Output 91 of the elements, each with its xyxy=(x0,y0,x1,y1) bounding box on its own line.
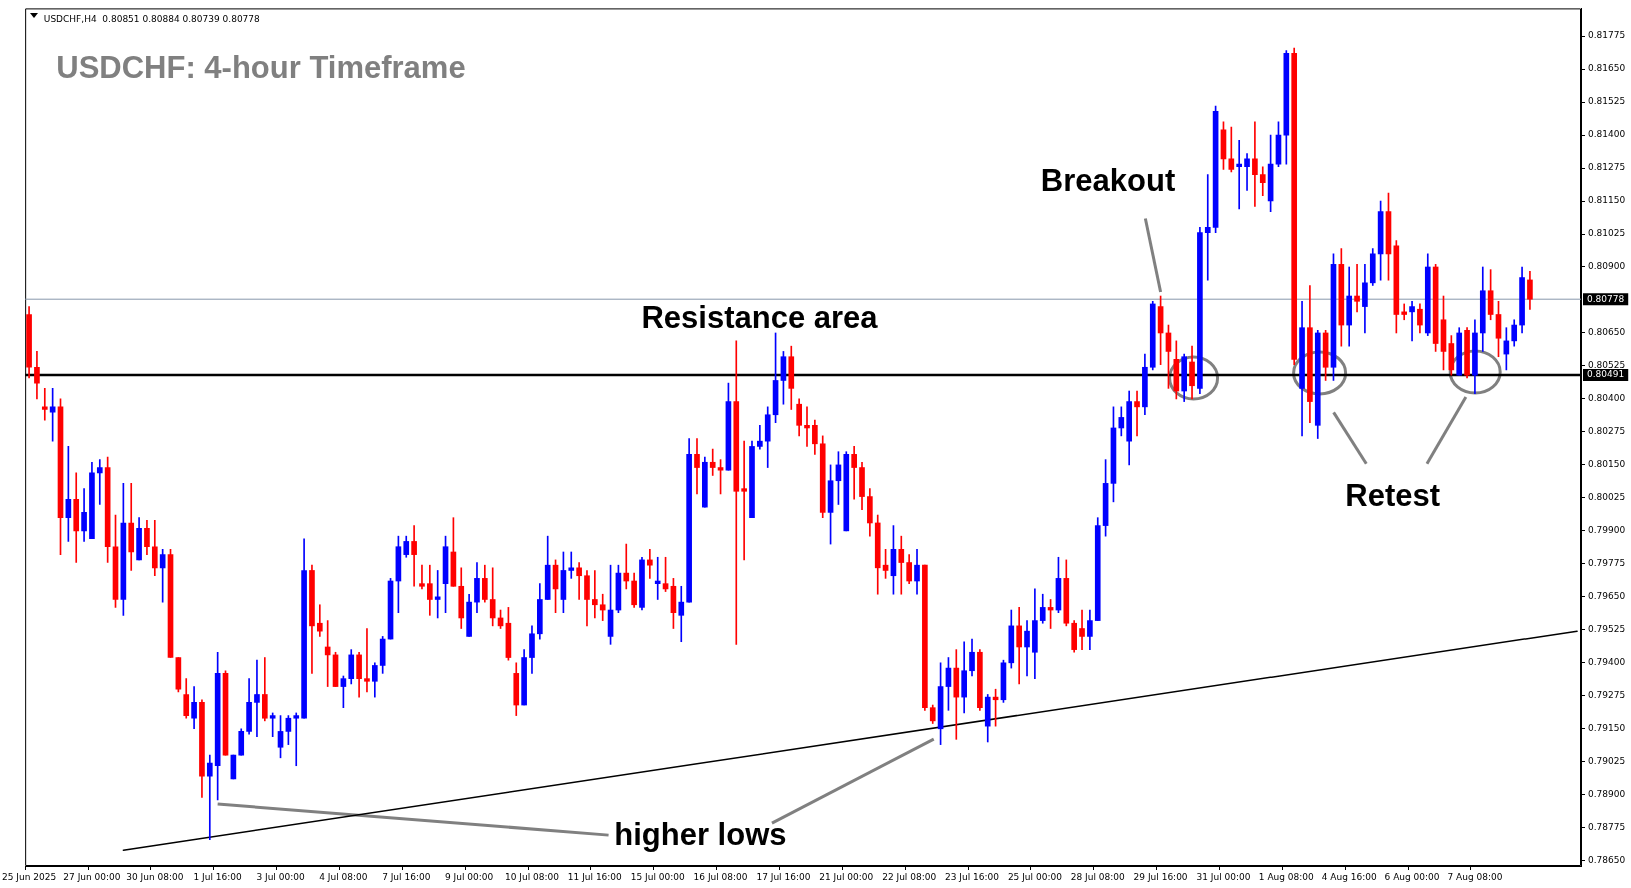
x-tick-label: 27 Jun 00:00 xyxy=(63,871,121,882)
candlestick xyxy=(254,659,260,738)
candlestick xyxy=(709,448,716,476)
candlestick xyxy=(568,551,575,579)
candlestick xyxy=(434,570,441,619)
y-tick-label: 0.79650 xyxy=(1588,591,1626,602)
y-tick-label: 0.80275 xyxy=(1588,426,1626,437)
x-tick-label: 30 Jun 08:00 xyxy=(126,871,184,882)
x-tick-label: 25 Jun 2025 xyxy=(2,871,57,882)
candlestick xyxy=(1236,140,1243,210)
x-tick-label: 6 Aug 00:00 xyxy=(1384,871,1440,882)
y-tick-label: 0.80025 xyxy=(1588,492,1626,503)
y-tick-label: 0.80525 xyxy=(1588,360,1626,371)
y-tick-label: 0.80900 xyxy=(1588,261,1626,272)
annotation: USDCHF,H4 0.80851 0.80884 0.80739 0.80778 xyxy=(43,14,261,25)
candlestick xyxy=(419,564,425,590)
candlestick xyxy=(316,604,323,637)
candlestick xyxy=(741,440,747,561)
y-tick-label: 0.78775 xyxy=(1588,822,1626,833)
x-tick-label: 23 Jul 16:00 xyxy=(945,871,1000,882)
y-tick-label: 0.80650 xyxy=(1588,327,1626,338)
x-tick-label: 4 Aug 16:00 xyxy=(1321,871,1377,882)
y-tick-label: 0.81775 xyxy=(1588,30,1626,41)
annotation: higher lows xyxy=(614,816,787,852)
x-tick-label: 21 Jul 00:00 xyxy=(819,871,874,882)
candlestick xyxy=(1409,300,1415,342)
candlestick xyxy=(804,406,810,447)
candlestick xyxy=(851,446,857,500)
annotation: Retest xyxy=(1345,477,1441,513)
y-tick-label: 0.81525 xyxy=(1588,96,1626,107)
y-tick-label: 0.81025 xyxy=(1588,228,1626,239)
x-tick-label: 11 Jul 16:00 xyxy=(567,871,623,882)
y-tick-label: 0.79525 xyxy=(1588,624,1626,635)
y-tick-label: 0.81275 xyxy=(1588,162,1626,173)
x-tick-label: 7 Aug 08:00 xyxy=(1447,871,1503,882)
annotation: Resistance area xyxy=(641,300,879,336)
candlestick xyxy=(1204,174,1211,281)
candlestick xyxy=(654,556,661,600)
candlestick xyxy=(293,712,300,767)
ref-line-label: 0.80491 xyxy=(1587,369,1625,380)
x-tick-label: 25 Jul 00:00 xyxy=(1007,871,1063,882)
x-tick-label: 9 Jul 00:00 xyxy=(444,871,494,882)
candlestick xyxy=(599,593,606,621)
annotation: Breakout xyxy=(1040,163,1176,199)
y-tick-label: 0.79900 xyxy=(1588,525,1626,536)
x-tick-label: 1 Jul 16:00 xyxy=(193,871,243,882)
x-tick-label: 31 Jul 00:00 xyxy=(1196,871,1251,882)
x-tick-label: 17 Jul 16:00 xyxy=(756,871,811,882)
x-tick-label: 29 Jul 16:00 xyxy=(1133,871,1188,882)
y-tick-label: 0.79400 xyxy=(1588,657,1626,668)
y-tick-label: 0.78650 xyxy=(1588,855,1626,866)
candlestick xyxy=(1401,303,1408,321)
candlestick xyxy=(694,438,700,495)
x-tick-label: 7 Jul 16:00 xyxy=(382,871,431,882)
y-tick-label: 0.78900 xyxy=(1588,789,1626,800)
x-tick-label: 1 Aug 08:00 xyxy=(1258,871,1315,882)
y-tick-label: 0.81150 xyxy=(1588,195,1626,206)
y-tick-label: 0.80400 xyxy=(1588,393,1626,404)
y-tick-label: 0.81650 xyxy=(1588,63,1626,74)
candlestick xyxy=(647,549,653,579)
candlestick xyxy=(576,562,582,600)
y-tick-label: 0.79275 xyxy=(1588,690,1626,701)
x-tick-label: 15 Jul 00:00 xyxy=(630,871,685,882)
x-tick-label: 4 Jul 08:00 xyxy=(319,871,368,882)
candlestick xyxy=(41,388,48,421)
y-tick-label: 0.79775 xyxy=(1588,558,1626,569)
y-tick-label: 0.79150 xyxy=(1588,723,1626,734)
candlestick xyxy=(206,754,213,840)
candlestick xyxy=(324,620,331,687)
candlestick xyxy=(96,459,103,505)
x-tick-label: 3 Jul 00:00 xyxy=(256,871,305,882)
x-tick-label: 28 Jul 08:00 xyxy=(1070,871,1125,882)
candlestick xyxy=(1079,609,1085,650)
candlestick xyxy=(411,525,417,587)
y-tick-label: 0.81400 xyxy=(1588,129,1626,140)
ref-line-label: 0.80778 xyxy=(1587,293,1625,304)
candlestick xyxy=(1244,153,1250,191)
candlestick xyxy=(1134,390,1140,437)
candlestick xyxy=(678,585,685,643)
x-tick-label: 10 Jul 08:00 xyxy=(504,871,560,882)
y-tick-label: 0.79025 xyxy=(1588,756,1626,767)
text: USDCHF: 4-hour Timeframe xyxy=(56,49,466,85)
candlestick xyxy=(1354,264,1360,313)
candlestick xyxy=(898,535,905,595)
candlestick xyxy=(592,570,598,619)
candlestick xyxy=(623,543,630,590)
x-tick-label: 16 Jul 08:00 xyxy=(693,871,748,882)
candlestick xyxy=(364,628,370,693)
x-tick-label: 22 Jul 08:00 xyxy=(882,871,937,882)
candlestick xyxy=(1252,121,1258,207)
y-tick-label: 0.80150 xyxy=(1588,459,1626,470)
